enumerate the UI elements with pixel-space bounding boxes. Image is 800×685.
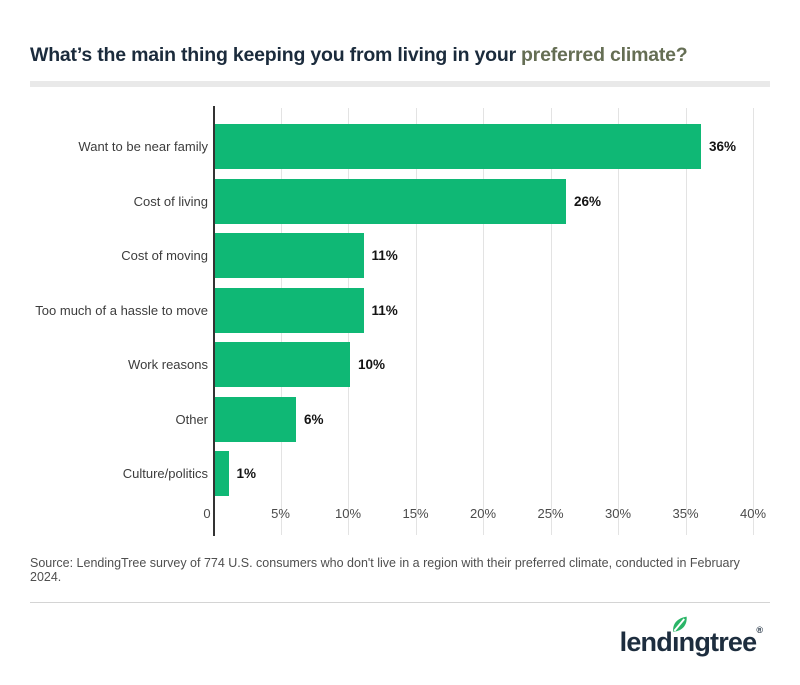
bar [215, 233, 364, 278]
bar [215, 396, 296, 442]
x-gridline [685, 108, 687, 535]
bar [215, 124, 701, 169]
title-underline-bar [30, 81, 770, 87]
x-tick-label: 40% [739, 506, 767, 521]
value-label: 36% [709, 139, 737, 154]
bar-chart: Want to be near family 36% Cost of living 2… [30, 106, 770, 546]
leaf-icon [672, 616, 687, 632]
logo-part2: ngtree [678, 627, 758, 657]
title-highlight: preferred climate? [520, 44, 688, 66]
registered-mark: ® [756, 625, 763, 635]
x-tick-label: 35% [672, 506, 699, 521]
value-label: 10% [358, 357, 386, 372]
page-title: What’s the main thing keeping you from l… [30, 44, 770, 67]
logo-dotless-i: ı [671, 627, 679, 657]
value-label: 1% [236, 466, 257, 481]
value-label: 26% [574, 193, 602, 209]
y-axis-line [213, 106, 215, 536]
category-label: Cost of living [133, 193, 208, 209]
value-label: 11% [371, 248, 398, 263]
footer-divider [30, 602, 770, 603]
x-tick-label: 25% [537, 506, 564, 521]
logo-part1: lend [619, 627, 673, 657]
bar [215, 342, 350, 387]
category-label: Cost of moving [121, 248, 208, 263]
bar [215, 178, 566, 224]
x-tick-label: 5% [271, 506, 290, 521]
category-label: Too much of a hassle to move [35, 302, 208, 318]
x-tick-label: 30% [604, 506, 632, 521]
x-gridline [753, 108, 754, 535]
bar [215, 287, 364, 333]
lendingtree-wordmark: lendıngtree® [619, 616, 763, 658]
x-gridline [415, 108, 417, 535]
title-main: What’s the main thing keeping you from l… [30, 44, 516, 66]
bar [215, 451, 229, 496]
x-gridline [618, 108, 619, 535]
x-gridline [483, 108, 484, 535]
category-label: Want to be near family [78, 139, 208, 154]
x-tick-label: 20% [469, 506, 497, 521]
lendingtree-logo: lendıngtree® [619, 616, 763, 658]
x-tick-label: 15% [402, 506, 429, 521]
value-label: 6% [304, 411, 324, 427]
value-label: 11% [371, 302, 398, 318]
x-tick-label: 0 [203, 506, 211, 521]
category-label: Culture/politics [122, 466, 208, 481]
x-tick-label: 10% [334, 506, 362, 521]
category-label: Work reasons [128, 357, 208, 372]
category-label: Other [175, 411, 208, 427]
source-note: Source: LendingTree survey of 774 U.S. c… [30, 556, 740, 584]
x-gridline [550, 108, 552, 535]
